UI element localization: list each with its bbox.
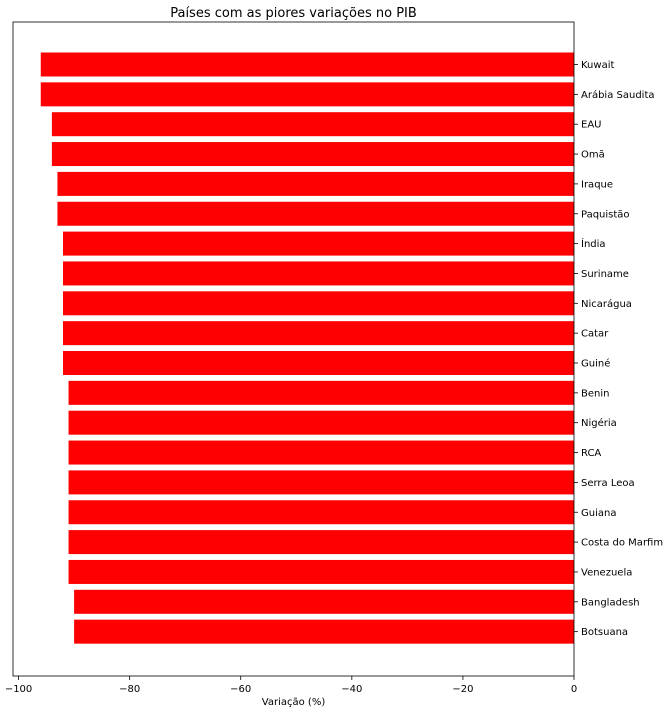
- bar: [40, 82, 574, 107]
- x-tick-label: −40: [341, 684, 362, 695]
- bar: [68, 500, 574, 525]
- plot-frame: [12, 21, 575, 677]
- y-tick-label: Iraque: [581, 179, 613, 190]
- x-tick-label: −100: [5, 684, 32, 695]
- bar: [68, 470, 574, 495]
- bar: [62, 321, 574, 346]
- bar: [68, 380, 574, 405]
- y-tick-label: Catar: [581, 329, 609, 340]
- bar: [40, 52, 574, 77]
- bars-group: [40, 52, 575, 644]
- x-tick-label: −60: [230, 684, 251, 695]
- bar: [68, 440, 574, 465]
- bar: [68, 530, 574, 555]
- x-tick-label: −20: [452, 684, 473, 695]
- bar: [51, 142, 575, 167]
- bar: [68, 559, 574, 584]
- x-tick-label: −80: [119, 684, 140, 695]
- bar: [62, 231, 574, 256]
- x-axis-label: Variação (%): [262, 697, 326, 708]
- y-tick-label: Paquistão: [581, 209, 630, 220]
- y-tick-label: Guiana: [581, 508, 616, 519]
- y-tick-label: Kuwait: [581, 60, 614, 71]
- bar: [51, 112, 575, 137]
- bar: [62, 261, 574, 286]
- bar: [74, 619, 575, 644]
- bar: [62, 291, 574, 316]
- y-tick-label: Suriname: [581, 269, 629, 280]
- y-tick-label: Bangladesh: [581, 597, 640, 608]
- bar: [57, 201, 574, 226]
- x-axis: −100 −80 −60 −40 −20 0: [5, 676, 577, 695]
- y-tick-label: RCA: [581, 448, 601, 459]
- y-tick-label: Costa do Marfim: [581, 538, 663, 549]
- x-tick-label: 0: [571, 684, 577, 695]
- y-tick-label: Botsuana: [581, 627, 628, 638]
- y-tick-label: Nigéria: [581, 417, 617, 429]
- bar: [68, 410, 574, 435]
- chart-title: Países com as piores variações no PIB: [170, 6, 417, 21]
- y-tick-label: Índia: [581, 237, 606, 250]
- bar: [74, 589, 575, 614]
- y-tick-label: Serra Leoa: [581, 478, 635, 489]
- bar: [57, 171, 574, 196]
- bar: [62, 351, 574, 375]
- y-tick-label: Guiné: [581, 358, 610, 370]
- y-tick-label: Nicarágua: [581, 298, 632, 310]
- y-tick-label: EAU: [581, 120, 601, 131]
- y-tick-label: Omã: [581, 150, 605, 161]
- y-tick-label: Benin: [581, 388, 609, 399]
- y-axis: Kuwait Arábia Saudita EAU Omã Iraque Paquistã…: [574, 60, 663, 638]
- y-tick-label: Arábia Saudita: [581, 89, 655, 101]
- y-tick-label: Venezuela: [581, 567, 632, 578]
